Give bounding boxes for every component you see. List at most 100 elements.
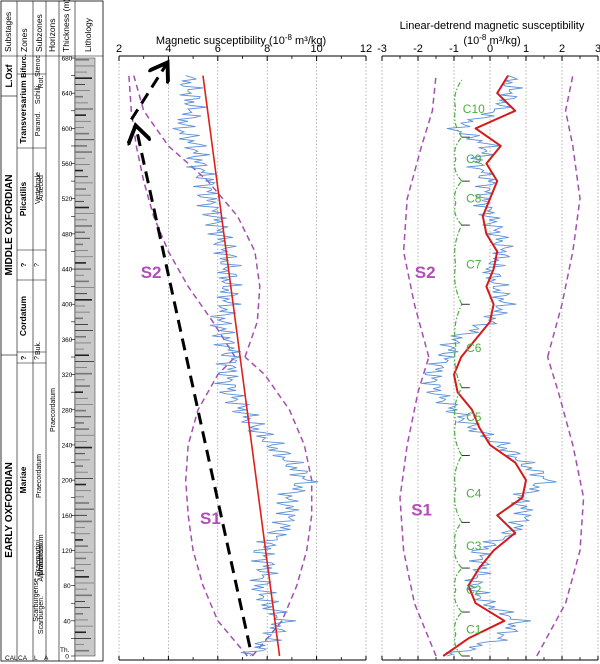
trend-arrow-1 (130, 65, 166, 121)
x-tick-label-5: 2 (559, 43, 565, 55)
envelope-S2-left (128, 75, 236, 358)
subzone-label-12: Scarburgense (33, 578, 40, 622)
thickness-label-32: 640 (62, 91, 73, 98)
strat-bottom-label-4: Th. (60, 647, 70, 654)
trend-arrow-0 (136, 128, 252, 648)
zone-label-5: ? (19, 355, 28, 360)
strat-bottom-label-2: L (34, 655, 38, 662)
strat-header-3: Horizons (47, 18, 57, 52)
chart2-title2-exp: -8 (479, 33, 487, 42)
subzone-label-4: Vertebrale (35, 172, 42, 204)
cycle-label-C6: C6 (466, 341, 482, 355)
thickness-label-34: 680 (62, 56, 73, 63)
thickness-label-16: 320 (62, 372, 73, 379)
thickness-label-2: 40 (63, 618, 71, 625)
strat-bottom-label-1: CA (18, 655, 28, 662)
subzone-label-8: ? (34, 356, 41, 360)
cycle-label-C10: C10 (463, 102, 485, 116)
strat-frame (0, 0, 104, 662)
x-tick-label-2: 6 (215, 43, 221, 55)
cycle-label-C5: C5 (466, 410, 482, 424)
subzone-label-15: Praecordatum (50, 388, 57, 432)
thickness-label-14: 280 (62, 407, 73, 414)
envelope-label-S2: S2 (141, 263, 162, 282)
thickness-label-22: 440 (62, 267, 73, 274)
thickness-label-0: 0 (65, 654, 69, 661)
cycle-bracket (454, 611, 463, 657)
x-tick-label-3: 8 (264, 43, 270, 55)
x-tick-label-0: -3 (377, 43, 387, 55)
zone-label-0: Bifurc. (19, 54, 28, 78)
x-tick-label-5: 12 (360, 43, 372, 55)
strat-bottom-label-0: CAL (5, 655, 18, 662)
cycle-label-C8: C8 (466, 192, 482, 206)
cycle-bracket (454, 224, 463, 305)
chart1-title: Magnetic susceptibility (10-8 m³/kg) (156, 33, 326, 47)
x-tick-label-6: 3 (595, 43, 600, 55)
subzone-label-9: Praecordatum (36, 454, 43, 498)
chart1-title-exp: -8 (285, 33, 293, 42)
subzone-label-14: Woodham (38, 544, 45, 576)
series-smoothed (442, 75, 527, 657)
zone-label-1: Transversarium (18, 80, 28, 144)
series-signal (172, 75, 319, 657)
stratigraphy-column: Substages Zones Subzones Horizons Thickness … (0, 0, 104, 662)
thickness-label-18: 360 (62, 337, 73, 344)
thickness-label-28: 560 (62, 161, 73, 168)
cycle-bracket (454, 136, 463, 182)
cycle-bracket (454, 567, 463, 613)
magnetic-susceptibility-chart: 2 4 6 8 10 12 S1 S2 Magnetic susceptibility (10-… (116, 33, 372, 661)
subzone-label-7: Buk. (35, 341, 42, 355)
chart1-title-unit: m³/kg) (292, 35, 326, 47)
chart2-title-line2: (10-8 m³/kg) (463, 33, 520, 47)
chart2-title2-main: (10 (463, 35, 479, 47)
cycle-bracket (454, 303, 463, 389)
envelope-S2-right (133, 75, 261, 358)
cycle-bracket (454, 455, 463, 523)
envelope-S1-left (184, 356, 248, 657)
thickness-label-30: 600 (62, 126, 73, 133)
cycle-bracket (454, 387, 463, 456)
cycle-label-C2: C2 (466, 583, 482, 597)
subzone-label-2: Rot. (38, 76, 45, 89)
chart2-title2-unit: m³/kg) (486, 35, 520, 47)
chart2-title: Linear-detrend magnetic susceptibility (400, 20, 585, 32)
subzone-label-3: Parand. (35, 112, 42, 137)
subzone-label-5: Anteced (38, 175, 45, 201)
thickness-label-20: 400 (62, 302, 73, 309)
trend-line (202, 75, 281, 657)
thickness-label-24: 480 (62, 231, 73, 238)
lithology-column (74, 57, 96, 657)
envelope-S2-right (546, 75, 581, 358)
substage-label-2: EARLY OXFORDIAN (4, 462, 15, 558)
x-tick-label-0: 2 (116, 43, 122, 55)
strat-bottom-label-3: A (44, 655, 49, 662)
subzone-label-6: ? (34, 263, 41, 267)
x-tick-label-3: 0 (487, 43, 493, 55)
cycle-bracket (454, 79, 463, 138)
envelope-S1-left (399, 356, 437, 657)
x-tick-label-1: 4 (165, 43, 171, 55)
thickness-label-10: 200 (62, 478, 73, 485)
thickness-label-6: 120 (62, 548, 73, 555)
envelope-label-S1: S1 (200, 509, 221, 528)
cycle-bracket (454, 521, 463, 569)
chart1-title-main: Magnetic susceptibility (10 (156, 35, 285, 47)
cycle-label-C4: C4 (466, 486, 482, 500)
cycle-label-C3: C3 (466, 539, 482, 553)
thickness-label-26: 520 (62, 196, 73, 203)
strat-header-2: Subzones (34, 14, 44, 52)
envelope-S1-right (244, 356, 313, 657)
subzone-label-10: Praemartini (35, 540, 42, 576)
x-tick-label-1: -2 (413, 43, 423, 55)
cycle-label-C9: C9 (466, 152, 482, 166)
thickness-label-8: 160 (62, 513, 73, 520)
substage-label-1: MIDDLE OXFORDIAN (4, 174, 15, 275)
thickness-label-4: 80 (63, 583, 71, 590)
zone-label-6: Mariae (18, 466, 28, 493)
subzone-label-1: Schilli (35, 85, 42, 104)
zone-label-3: ? (19, 262, 28, 267)
subzone-label-13: Scarburgen. (38, 596, 45, 634)
strat-header-0: Substages (3, 12, 13, 52)
